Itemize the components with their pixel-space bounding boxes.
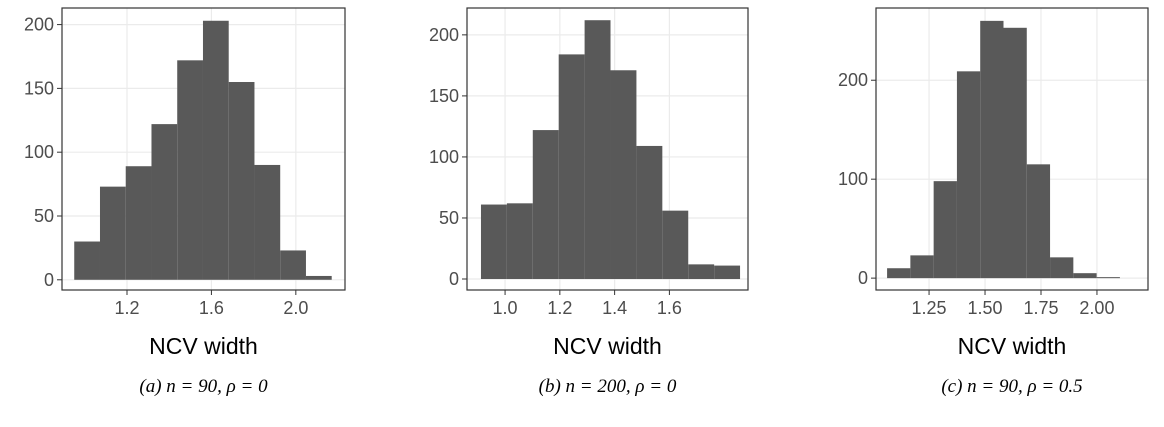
bar bbox=[714, 265, 741, 280]
y-tick-label: 200 bbox=[838, 70, 868, 90]
bar bbox=[688, 264, 715, 280]
bar bbox=[1050, 257, 1074, 279]
bar bbox=[910, 255, 934, 279]
bar bbox=[151, 124, 178, 280]
plot-border bbox=[466, 7, 749, 291]
y-tick-label: 200 bbox=[429, 25, 459, 45]
bar bbox=[610, 70, 637, 280]
bar bbox=[202, 20, 229, 280]
caption: (a) n = 90, ρ = 0 bbox=[139, 376, 268, 397]
y-tick-label: 0 bbox=[858, 268, 868, 288]
bar bbox=[1073, 273, 1097, 279]
x-axis-label: NCV width bbox=[149, 333, 258, 359]
bar bbox=[99, 186, 126, 280]
bar bbox=[956, 71, 981, 279]
bar bbox=[1096, 277, 1120, 279]
x-tick-label: 1.6 bbox=[199, 298, 224, 318]
x-axis-label: NCV width bbox=[553, 333, 662, 359]
plot-border bbox=[61, 7, 346, 291]
x-tick-label: 2.0 bbox=[283, 298, 308, 318]
y-tick-label: 0 bbox=[44, 270, 54, 290]
bar bbox=[228, 82, 255, 280]
y-tick-label: 100 bbox=[24, 142, 54, 162]
x-tick-label: 1.4 bbox=[602, 298, 627, 318]
x-tick-label: 2.00 bbox=[1079, 298, 1114, 318]
bar bbox=[636, 145, 663, 280]
bar bbox=[1026, 164, 1051, 279]
bar bbox=[254, 164, 281, 280]
y-tick-label: 100 bbox=[838, 169, 868, 189]
plot-border bbox=[875, 7, 1149, 291]
y-tick-label: 100 bbox=[429, 147, 459, 167]
x-tick-label: 1.25 bbox=[912, 298, 947, 318]
bar bbox=[584, 20, 611, 280]
caption: (c) n = 90, ρ = 0.5 bbox=[941, 376, 1082, 397]
x-axis-label: NCV width bbox=[958, 333, 1067, 359]
bar bbox=[506, 203, 533, 280]
x-tick-label: 1.2 bbox=[114, 298, 139, 318]
x-tick-label: 1.0 bbox=[493, 298, 518, 318]
y-tick-label: 150 bbox=[429, 86, 459, 106]
bar bbox=[887, 268, 911, 279]
x-tick-label: 1.6 bbox=[657, 298, 682, 318]
caption: (b) n = 200, ρ = 0 bbox=[539, 376, 677, 397]
bar bbox=[980, 20, 1004, 279]
y-tick-label: 50 bbox=[439, 208, 459, 228]
bar bbox=[480, 204, 507, 280]
x-tick-label: 1.2 bbox=[547, 298, 572, 318]
bar bbox=[177, 60, 203, 280]
bar bbox=[558, 54, 585, 280]
x-tick-label: 1.75 bbox=[1023, 298, 1058, 318]
bar bbox=[662, 210, 689, 280]
bar bbox=[280, 250, 306, 280]
bar bbox=[305, 275, 332, 280]
bar bbox=[1003, 27, 1027, 279]
bar bbox=[74, 241, 100, 280]
bar bbox=[532, 130, 559, 280]
y-tick-label: 0 bbox=[449, 269, 459, 289]
x-tick-label: 1.50 bbox=[968, 298, 1003, 318]
y-tick-label: 200 bbox=[24, 15, 54, 35]
y-tick-label: 50 bbox=[34, 206, 54, 226]
bar bbox=[125, 166, 152, 280]
bar bbox=[933, 181, 957, 279]
y-tick-label: 150 bbox=[24, 78, 54, 98]
